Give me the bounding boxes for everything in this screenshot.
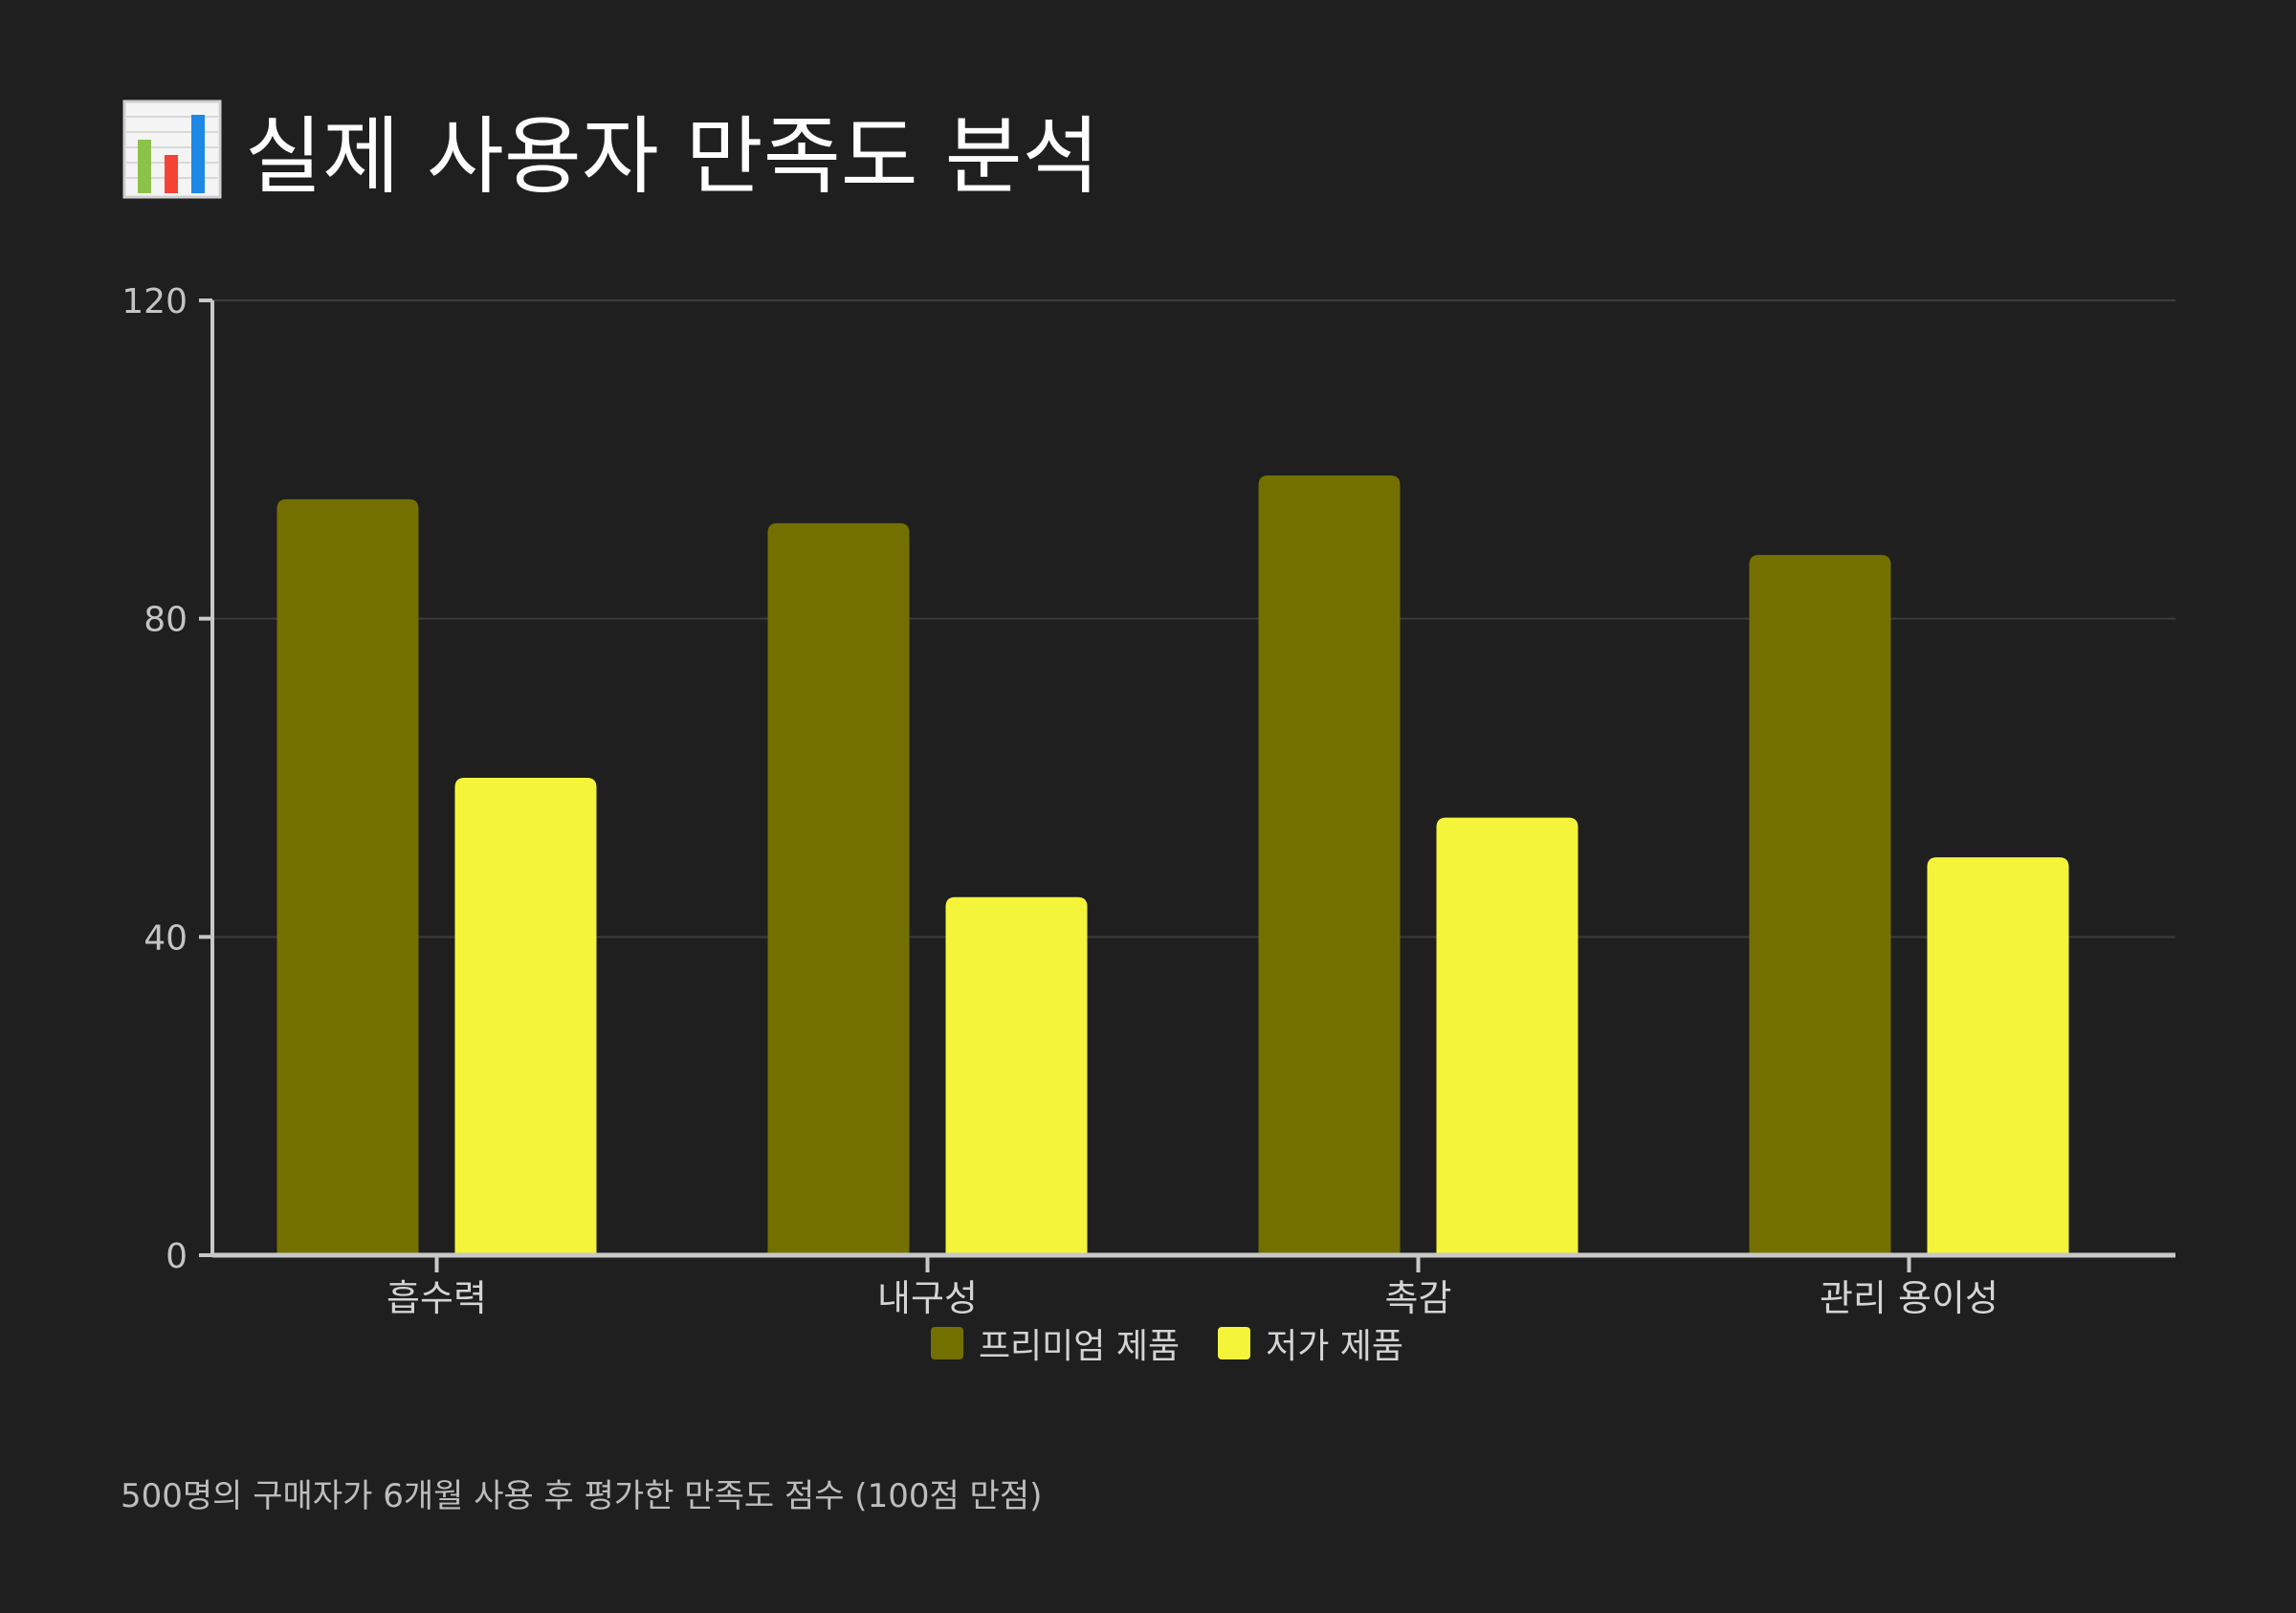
bar-budget-1 [945, 896, 1088, 1255]
x-tick-label: 내구성 [877, 1277, 978, 1319]
legend-item-premium: 프리미엄 제품 [930, 1318, 1181, 1368]
tick-labels: 0 40 80 120 흡수력 내구성 촉감 관리 용이성 [121, 282, 1998, 1319]
bar-premium-0 [276, 498, 419, 1255]
bar-budget-3 [1927, 857, 2069, 1255]
y-tick-label: 40 [144, 918, 188, 958]
y-tick-label: 0 [166, 1237, 188, 1276]
legend-label: 프리미엄 제품 [978, 1327, 1181, 1366]
y-tick-label: 120 [121, 282, 188, 321]
bar-chart-icon [122, 99, 222, 199]
legend: 프리미엄 제품 저가 제품 [0, 1318, 2296, 1368]
legend-swatch [1218, 1327, 1251, 1359]
bar-premium-1 [767, 522, 910, 1255]
chart-title: 실제 사용자 만족도 분석 [122, 92, 1100, 207]
bars [276, 475, 2069, 1255]
x-tick-label: 흡수력 [386, 1277, 487, 1319]
footnote: 500명의 구매자가 6개월 사용 후 평가한 만족도 점수 (100점 만점) [121, 1477, 1043, 1515]
legend-swatch [930, 1327, 963, 1359]
chart-title-text: 실제 사용자 만족도 분석 [245, 106, 1100, 206]
axes [199, 298, 2175, 1272]
bar-budget-0 [454, 778, 597, 1255]
bar-premium-3 [1749, 555, 1891, 1255]
legend-item-budget: 저가 제품 [1218, 1318, 1403, 1368]
legend-label: 저가 제품 [1266, 1327, 1404, 1366]
bar-premium-2 [1258, 475, 1401, 1255]
x-tick-label: 관리 용이성 [1820, 1277, 1998, 1319]
y-tick-label: 80 [144, 601, 188, 640]
x-tick-label: 촉감 [1385, 1277, 1452, 1319]
bar-budget-2 [1436, 817, 1578, 1255]
